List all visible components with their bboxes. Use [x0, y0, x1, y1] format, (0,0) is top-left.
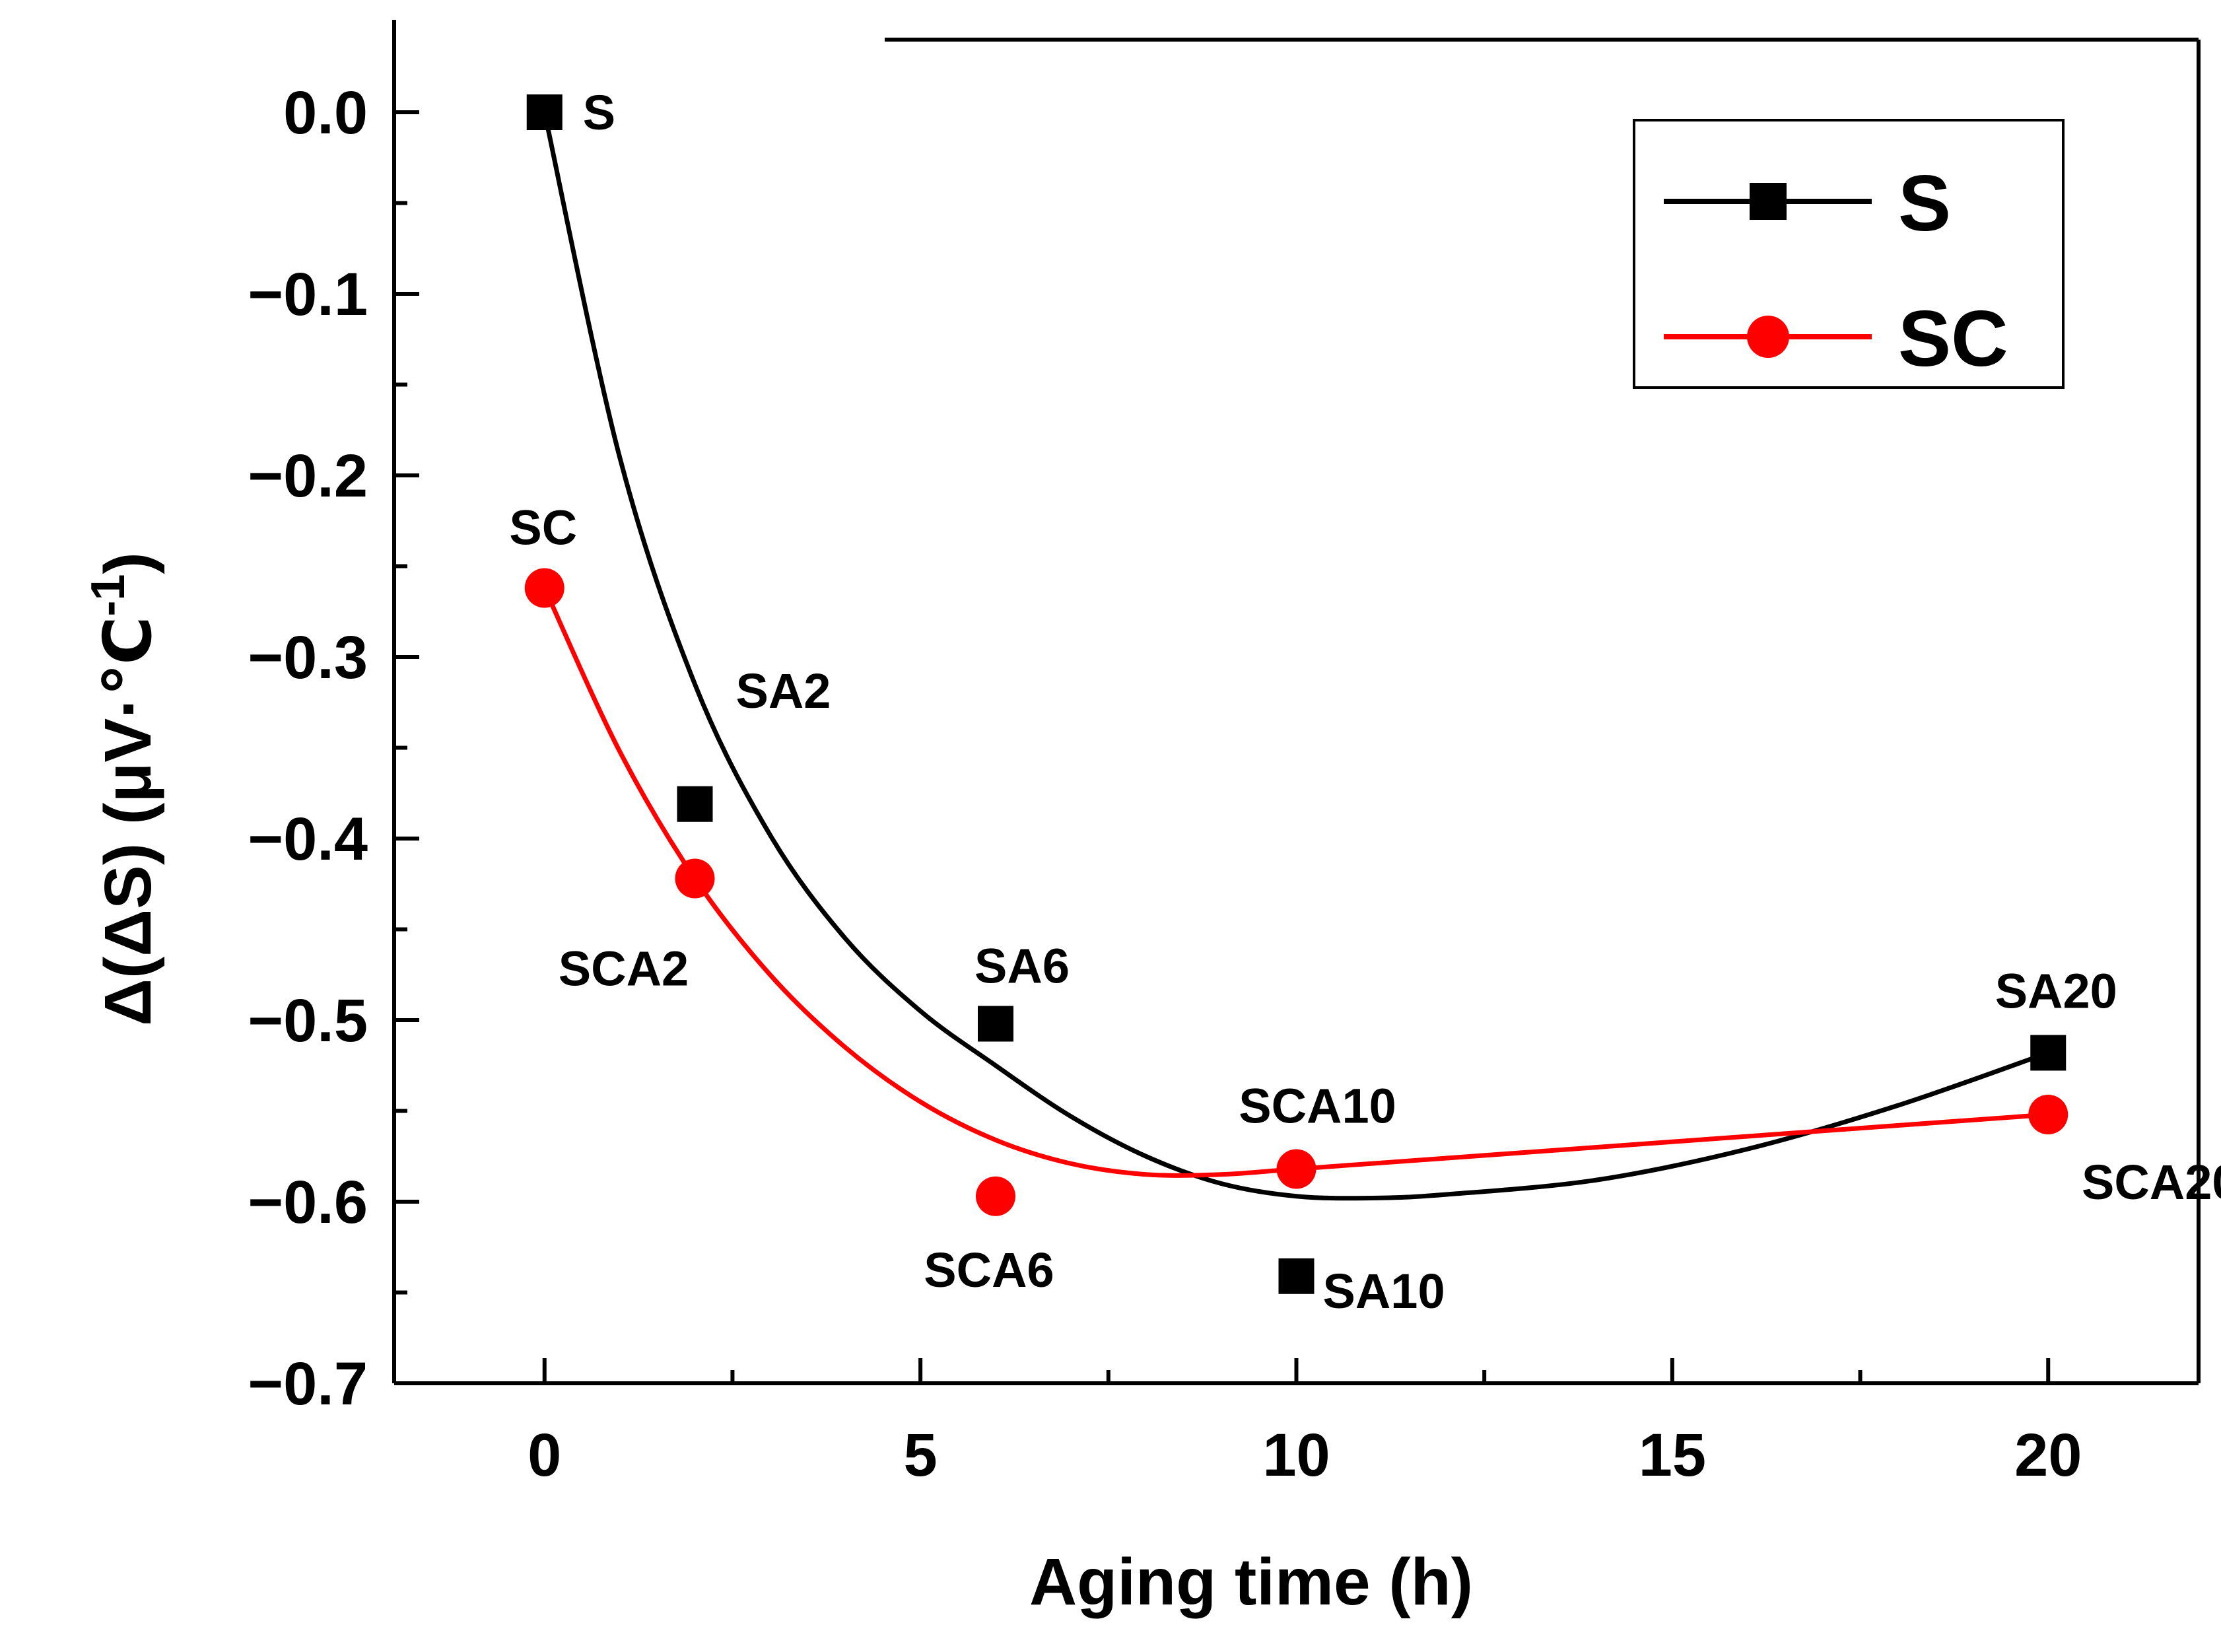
point-label-sa20: SA20	[1995, 964, 2117, 1019]
legend: S SC	[1633, 119, 2065, 389]
y-tick-label: −0.4	[248, 806, 368, 873]
legend-label-sc: SC	[1898, 294, 2008, 383]
legend-marker-sc	[1747, 316, 1789, 358]
point-sa20	[2030, 1035, 2067, 1071]
y-axis-title-close: )	[91, 552, 165, 574]
series-curve-sc	[542, 587, 2049, 1178]
y-axis-title-superscript: -1	[82, 574, 135, 616]
y-axis-title-main: Δ(ΔS) (μV·℃	[91, 616, 165, 1025]
point-label-sca20: SCA20	[2082, 1155, 2221, 1210]
x-tick-label: 0	[528, 1422, 561, 1489]
point-label-sa10: SA10	[1323, 1264, 1445, 1319]
point-s	[526, 94, 563, 130]
y-tick-label: −0.6	[248, 1169, 368, 1236]
point-label-sa2: SA2	[736, 664, 831, 718]
point-sc	[524, 568, 564, 608]
point-label-s: S	[583, 85, 615, 140]
point-sa10	[1278, 1258, 1315, 1294]
y-tick-label: −0.7	[248, 1350, 368, 1418]
x-tick-label: 5	[904, 1422, 938, 1489]
point-sa2	[677, 786, 713, 822]
point-label-sca10: SCA10	[1239, 1079, 1396, 1134]
point-sca6	[976, 1176, 1015, 1216]
y-tick-label: −0.3	[248, 624, 368, 691]
y-tick-label: −0.1	[248, 261, 368, 328]
x-tick-label: 20	[2014, 1422, 2082, 1489]
x-tick-label: 10	[1262, 1422, 1330, 1489]
point-sca10	[1276, 1149, 1316, 1189]
y-tick-label: −0.2	[248, 442, 368, 510]
point-label-sca2: SCA2	[559, 942, 689, 996]
legend-box	[1633, 119, 2065, 389]
legend-label-s: S	[1898, 159, 1951, 248]
x-tick-label: 15	[1639, 1422, 1706, 1489]
fit-curves	[542, 112, 2049, 1201]
point-sa6	[978, 1006, 1013, 1042]
axes: 0 5 10 15 20 0.0 −0.1 −0.2 −0.3 −0.4 −0.5 −0.6 −0.7	[248, 20, 2201, 1489]
point-label-sa6: SA6	[974, 939, 1070, 994]
point-labels: S SA2 SA6 SA10 SA20 SC SCA2 SCA6 SCA10 SCA20	[509, 85, 2221, 1319]
y-tick-label: 0.0	[283, 79, 368, 147]
x-axis-title: Aging time (h)	[1029, 1545, 1473, 1619]
y-tick-label: −0.5	[248, 987, 368, 1054]
y-axis-title: Δ(ΔS) (μV·℃-1)	[82, 552, 165, 1026]
point-sca2	[675, 858, 715, 899]
legend-marker-s	[1750, 183, 1787, 220]
point-sca20	[2028, 1095, 2068, 1134]
point-label-sca6: SCA6	[924, 1243, 1054, 1297]
data-points	[524, 94, 2068, 1294]
series-curve-s	[542, 112, 2049, 1201]
point-label-sc: SC	[509, 500, 577, 555]
